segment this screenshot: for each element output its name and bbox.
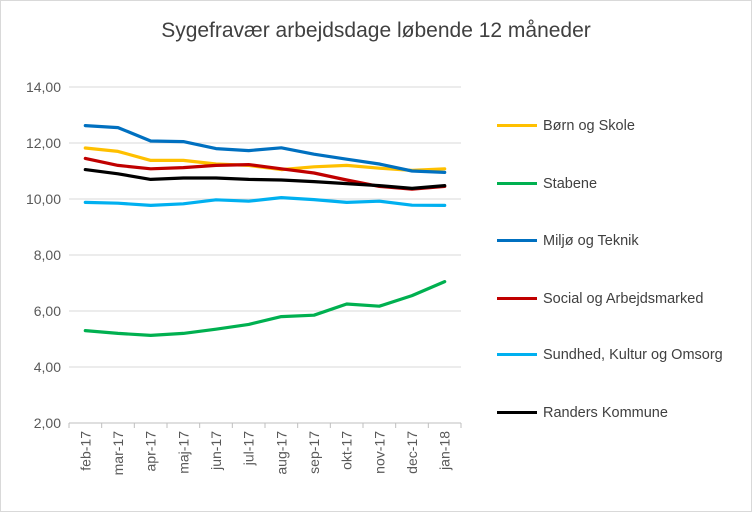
series-line-sundhed-kultur-og-omsorg [83, 196, 447, 207]
legend-swatch [497, 353, 537, 356]
chart-title: Sygefravær arbejdsdage løbende 12 månede… [161, 19, 591, 42]
legend-label: Randers Kommune [543, 405, 668, 421]
x-tick-label: jan-18 [437, 431, 453, 471]
series-line-randers-kommune [83, 168, 447, 190]
series-line-stabene [83, 280, 447, 337]
legend-swatch [497, 182, 537, 185]
x-tick-label: okt-17 [339, 431, 355, 470]
legend-label: Miljø og Teknik [543, 233, 639, 249]
legend-item: Børn og Skole [497, 116, 723, 136]
x-tick-label: mar-17 [110, 431, 126, 476]
legend-item: Sundhed, Kultur og Omsorg [497, 345, 723, 365]
legend-label: Sundhed, Kultur og Omsorg [543, 347, 723, 363]
x-tick-label: dec-17 [404, 431, 420, 474]
x-tick-label: nov-17 [371, 431, 387, 474]
legend-label: Social og Arbejdsmarked [543, 291, 704, 307]
legend-label: Børn og Skole [543, 118, 635, 134]
legend-swatch [497, 239, 537, 242]
x-tick-label: jul-17 [241, 431, 257, 466]
legend-item: Miljø og Teknik [497, 231, 723, 251]
y-tick-label: 2,00 [34, 415, 61, 431]
legend-item: Social og Arbejdsmarked [497, 289, 723, 309]
y-tick-label: 6,00 [34, 303, 61, 319]
y-tick-label: 8,00 [34, 247, 61, 263]
legend-swatch [497, 411, 537, 414]
x-tick-label: sep-17 [306, 431, 322, 474]
x-tick-label: jun-17 [208, 431, 224, 471]
series-line-miljø-og-teknik [83, 123, 447, 174]
legend-label: Stabene [543, 176, 598, 192]
legend-item: Randers Kommune [497, 403, 723, 423]
x-tick-label: feb-17 [77, 431, 93, 471]
x-tick-label: maj-17 [175, 431, 191, 474]
y-tick-label: 4,00 [34, 359, 61, 375]
legend-swatch [497, 124, 537, 127]
series-line-social-og-arbejdsmarked [83, 156, 447, 191]
y-tick-label: 10,00 [26, 191, 61, 207]
y-tick-label: 14,00 [26, 79, 61, 95]
legend-item: Stabene [497, 174, 723, 194]
x-tick-label: aug-17 [273, 431, 289, 475]
x-tick-label: apr-17 [143, 431, 159, 472]
y-tick-label: 12,00 [26, 135, 61, 151]
legend-swatch [497, 297, 537, 300]
